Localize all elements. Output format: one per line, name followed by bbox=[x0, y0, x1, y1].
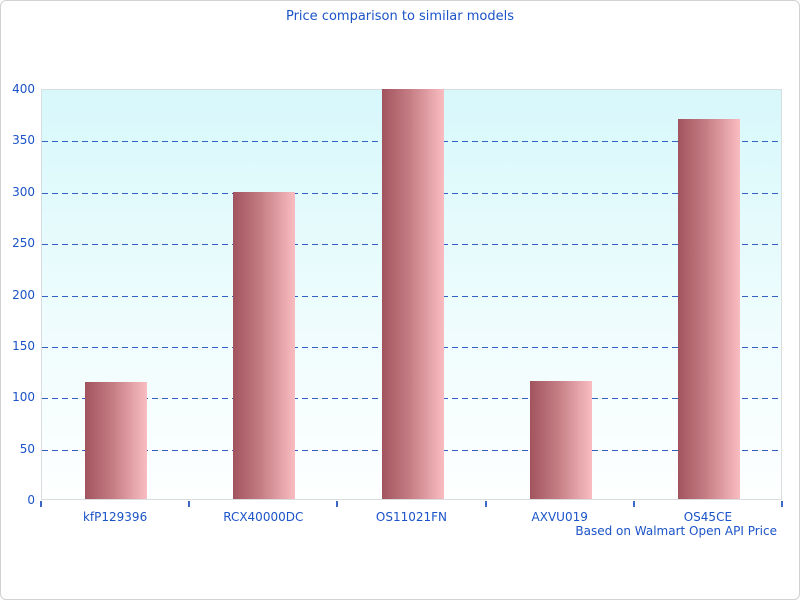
chart-title: Price comparison to similar models bbox=[285, 9, 515, 24]
x-category-label-kfP129396: kfP129396 bbox=[82, 510, 148, 524]
y-tick-label-0: 0 bbox=[27, 493, 35, 507]
bar-OS45CE bbox=[677, 118, 740, 499]
plot-area bbox=[41, 89, 782, 500]
bar-AXVU019 bbox=[529, 380, 592, 499]
y-tick-label-400: 400 bbox=[12, 82, 35, 96]
footer-note: Based on Walmart Open API Price bbox=[575, 524, 777, 538]
bar-kfP129396 bbox=[85, 381, 148, 499]
y-tick-label-100: 100 bbox=[12, 390, 35, 405]
x-tick-2 bbox=[336, 501, 339, 507]
x-tick-3 bbox=[484, 501, 487, 507]
x-tick-1 bbox=[188, 501, 191, 507]
bar-OS11021FN bbox=[381, 89, 444, 499]
y-tick-label-250: 250 bbox=[12, 236, 35, 251]
x-category-label-AXVU019: AXVU019 bbox=[531, 510, 588, 524]
y-tick-label-350: 350 bbox=[12, 133, 35, 148]
y-tick-label-200: 200 bbox=[12, 287, 35, 302]
x-category-label-OS11021FN: OS11021FN bbox=[375, 510, 448, 524]
y-tick-label-150: 150 bbox=[12, 338, 35, 353]
x-tick-5 bbox=[781, 501, 783, 507]
bar-RCX40000DC bbox=[233, 191, 296, 499]
x-tick-0 bbox=[40, 501, 42, 507]
y-tick-label-50: 50 bbox=[19, 441, 35, 456]
x-tick-4 bbox=[632, 501, 635, 507]
x-category-label-OS45CE: OS45CE bbox=[683, 510, 733, 524]
y-tick-label-300: 300 bbox=[12, 184, 35, 199]
x-category-label-RCX40000DC: RCX40000DC bbox=[223, 510, 304, 524]
